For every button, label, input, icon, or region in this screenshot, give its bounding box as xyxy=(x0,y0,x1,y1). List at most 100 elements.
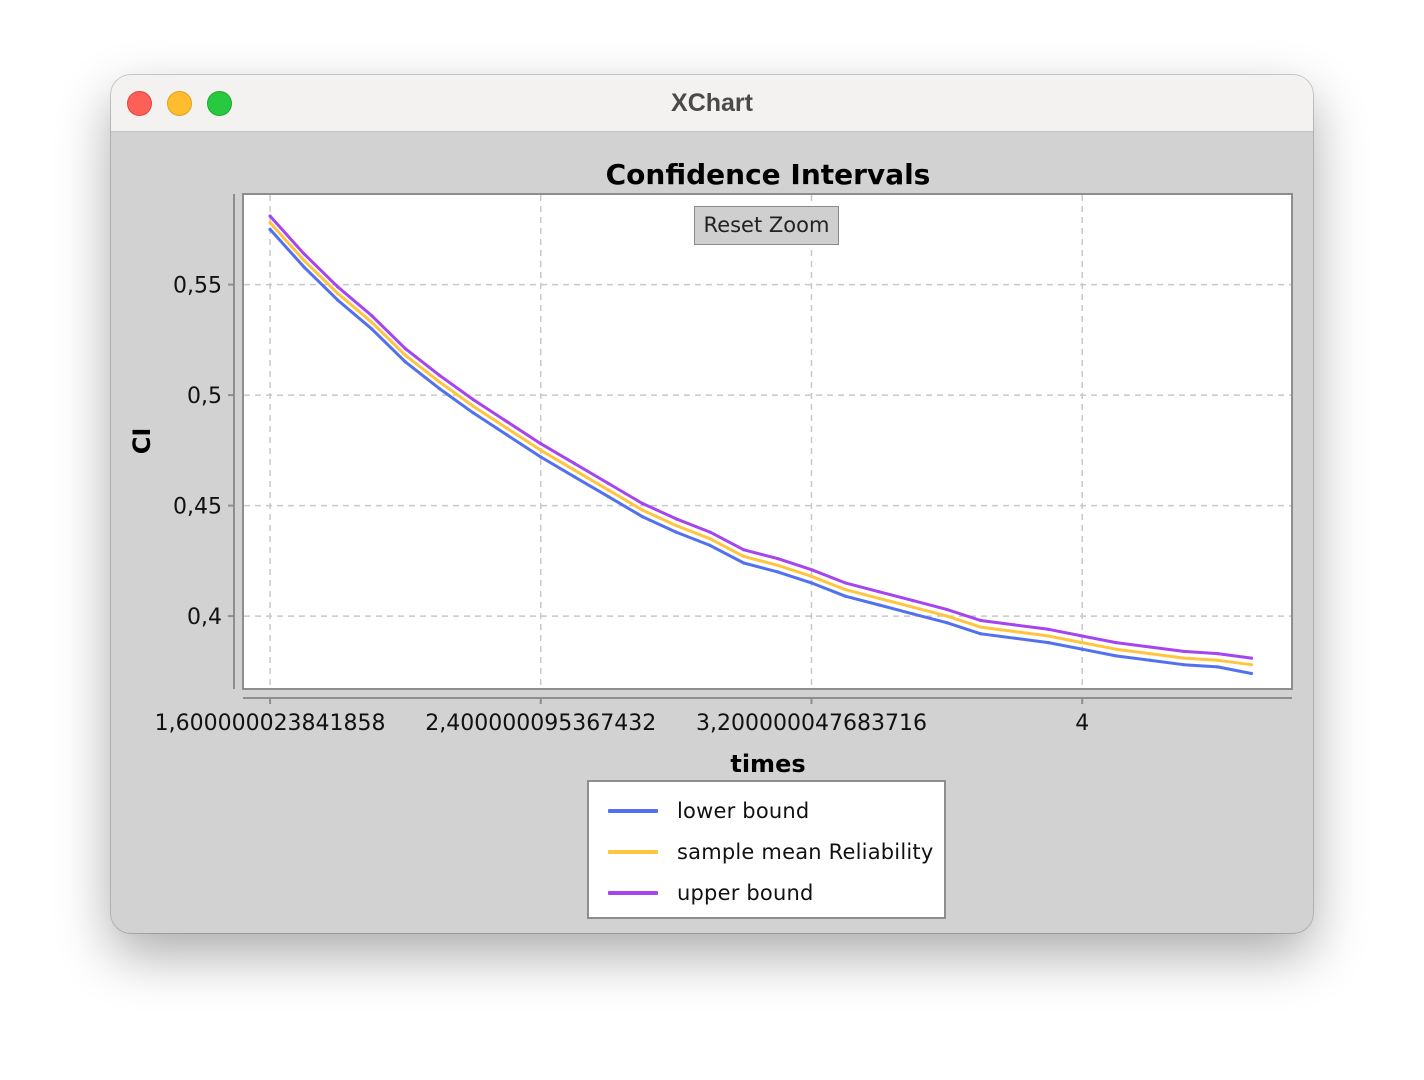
data-point xyxy=(606,481,611,486)
data-point xyxy=(640,508,644,512)
data-point xyxy=(708,537,712,541)
legend-swatch xyxy=(608,891,658,895)
data-point xyxy=(573,468,577,472)
chart-legend: lower bound sample mean Reliability upper … xyxy=(587,780,946,919)
grid-lines xyxy=(244,195,1291,688)
data-point xyxy=(268,221,272,225)
data-point xyxy=(1148,658,1152,662)
data-point xyxy=(539,448,543,452)
data-point xyxy=(640,501,644,505)
data-point xyxy=(369,327,374,331)
x-tick-label: 1,600000023841858 xyxy=(155,711,386,736)
x-tick-label: 3,200000047683716 xyxy=(696,711,927,736)
data-point xyxy=(674,523,678,528)
data-point xyxy=(403,360,408,364)
data-point xyxy=(843,587,847,592)
data-point xyxy=(606,488,611,492)
y-tick-label: 0,5 xyxy=(187,384,222,409)
data-point xyxy=(437,373,441,377)
legend-item: upper bound xyxy=(589,878,944,908)
data-point xyxy=(640,515,644,519)
minimize-window-button[interactable] xyxy=(167,91,192,116)
x-axis-label: times xyxy=(730,750,805,778)
legend-label: sample mean Reliability xyxy=(677,840,934,864)
data-point xyxy=(877,596,881,600)
data-point xyxy=(809,568,814,572)
x-axis-ticks: 1,600000023841858 2,400000095367432 3,2000… xyxy=(155,698,1089,736)
data-point xyxy=(708,530,712,534)
data-point xyxy=(674,530,678,534)
data-point xyxy=(302,252,306,256)
data-point xyxy=(1080,634,1084,638)
data-point xyxy=(1080,640,1084,645)
series-line-0 xyxy=(268,227,1253,675)
data-point xyxy=(505,420,509,424)
data-point xyxy=(776,563,780,567)
title-bar[interactable]: XChart xyxy=(111,75,1313,132)
data-point xyxy=(268,227,272,231)
data-point xyxy=(1080,647,1084,651)
x-tick-label: 4 xyxy=(1075,711,1089,736)
maximize-window-button[interactable] xyxy=(207,91,232,116)
data-point xyxy=(979,625,983,629)
data-point xyxy=(336,298,340,302)
data-point xyxy=(302,265,306,269)
data-point xyxy=(573,461,577,466)
legend-item: sample mean Reliability xyxy=(589,837,944,867)
data-point xyxy=(742,554,746,559)
chart-title: Confidence Intervals xyxy=(606,158,931,191)
data-point xyxy=(471,411,475,415)
data-point xyxy=(1114,654,1118,658)
data-point xyxy=(302,258,306,262)
data-point xyxy=(1182,663,1186,667)
data-point xyxy=(471,397,475,402)
data-point xyxy=(742,548,746,552)
plot-area[interactable] xyxy=(242,193,1293,690)
data-point xyxy=(674,517,678,521)
series-line-1 xyxy=(268,221,1253,667)
y-tick-label: 0,45 xyxy=(173,495,222,520)
data-point xyxy=(606,495,611,499)
data-point xyxy=(336,285,340,289)
data-point xyxy=(505,426,509,430)
data-point xyxy=(877,590,881,594)
data-point xyxy=(268,214,272,218)
data-point xyxy=(1215,652,1220,656)
legend-swatch xyxy=(608,850,658,854)
data-point xyxy=(1012,629,1017,634)
series-line-2 xyxy=(268,214,1253,660)
data-point xyxy=(1114,640,1118,645)
data-point xyxy=(1046,627,1050,631)
data-point xyxy=(1114,647,1118,651)
data-point xyxy=(945,614,949,618)
line-chart[interactable]: Confidence Intervals 0,4 0,45 0,5 0,55 1,60… xyxy=(111,132,1313,933)
series-lines xyxy=(268,214,1253,676)
data-point xyxy=(1046,634,1050,638)
data-point xyxy=(877,603,881,607)
legend-swatch xyxy=(608,809,658,813)
data-point xyxy=(336,291,340,296)
y-axis-ticks: 0,4 0,45 0,5 0,55 xyxy=(173,274,234,630)
data-point xyxy=(979,618,983,623)
data-point xyxy=(1249,671,1253,676)
data-point xyxy=(911,612,915,616)
reset-zoom-button[interactable]: Reset Zoom xyxy=(694,206,839,245)
data-point xyxy=(809,574,814,578)
chart-panel[interactable]: Confidence Intervals 0,4 0,45 0,5 0,55 1,60… xyxy=(111,132,1313,933)
data-point xyxy=(979,632,983,636)
data-point xyxy=(1249,663,1253,667)
data-point xyxy=(1046,640,1050,645)
y-tick-label: 0,55 xyxy=(173,274,222,299)
legend-label: upper bound xyxy=(677,881,814,905)
data-point xyxy=(1215,665,1220,669)
data-point xyxy=(843,581,847,585)
x-tick-label: 2,400000095367432 xyxy=(425,711,656,736)
data-point xyxy=(539,442,543,446)
data-point xyxy=(403,347,408,351)
close-window-button[interactable] xyxy=(127,91,152,116)
y-tick-label: 0,4 xyxy=(187,605,222,630)
xchart-window: XChart Confidence Intervals 0,4 0,45 0,5 0,… xyxy=(111,75,1313,933)
data-point xyxy=(911,599,915,603)
legend-item: lower bound xyxy=(589,796,944,826)
data-point xyxy=(945,621,949,625)
